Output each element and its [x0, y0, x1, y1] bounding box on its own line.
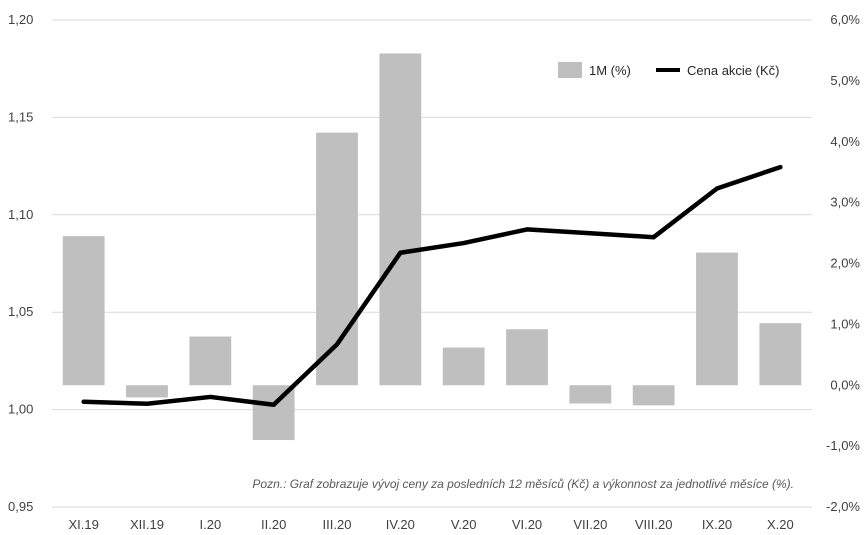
bar	[379, 53, 422, 386]
x-axis-tick-label: XII.19	[130, 517, 164, 532]
left-axis-tick-label: 1,20	[8, 12, 33, 27]
left-axis-tick-label: 1,10	[8, 207, 33, 222]
right-axis-tick-label: 0,0%	[830, 377, 860, 392]
left-axis-tick-label: 1,00	[8, 402, 33, 417]
right-axis-tick-label: -2,0%	[826, 499, 860, 514]
bar-series	[62, 53, 802, 441]
legend-label-line: Cena akcie (Kč)	[687, 63, 779, 78]
right-axis-tick-label: 2,0%	[830, 256, 860, 271]
right-axis-tick-label: 1,0%	[830, 316, 860, 331]
left-axis-tick-label: 0,95	[8, 499, 33, 514]
bar	[696, 252, 738, 386]
right-axis-tick-label: 5,0%	[830, 73, 860, 88]
legend-label-bars: 1M (%)	[589, 63, 631, 78]
x-axis-tick-label: VI.20	[512, 517, 542, 532]
right-axis: -2,0% -1,0% 0,0% 1,0% 2,0% 3,0% 4,0% 5,0% 6,0%	[826, 12, 860, 514]
x-axis-tick-label: V.20	[451, 517, 477, 532]
legend: 1M (%) Cena akcie (Kč)	[558, 62, 779, 78]
x-axis-tick-label: I.20	[199, 517, 221, 532]
bar	[62, 236, 105, 386]
chart-note: Pozn.: Graf zobrazuje vývoj ceny za posl…	[252, 477, 794, 491]
bar	[506, 329, 548, 386]
bar	[442, 347, 485, 386]
bar	[759, 323, 802, 386]
x-axis-tick-label: IV.20	[386, 517, 415, 532]
right-axis-tick-label: 6,0%	[830, 12, 860, 27]
bar	[632, 385, 675, 406]
x-axis-tick-label: VIII.20	[635, 517, 673, 532]
x-axis-tick-label: XI.19	[68, 517, 98, 532]
x-axis-tick-label: VII.20	[573, 517, 607, 532]
line-series	[81, 164, 783, 407]
legend-swatch-bars	[558, 62, 582, 78]
left-axis: 0,95 1,00 1,05 1,10 1,15 1,20	[8, 12, 33, 514]
gridlines	[52, 19, 812, 508]
bar	[569, 385, 612, 404]
price-line	[81, 164, 783, 407]
right-axis-tick-label: 3,0%	[830, 195, 860, 210]
right-axis-tick-label: -1,0%	[826, 438, 860, 453]
x-axis: XI.19 XII.19 I.20 II.20 III.20 IV.20 V.20 VI.20…	[68, 517, 793, 532]
left-axis-tick-label: 1,15	[8, 109, 33, 124]
bar	[126, 385, 168, 398]
right-axis-tick-label: 4,0%	[830, 134, 860, 149]
x-axis-tick-label: II.20	[261, 517, 286, 532]
x-axis-tick-label: IX.20	[702, 517, 732, 532]
left-axis-tick-label: 1,05	[8, 304, 33, 319]
x-axis-tick-label: III.20	[323, 517, 352, 532]
bar	[189, 336, 232, 386]
x-axis-tick-label: X.20	[767, 517, 794, 532]
